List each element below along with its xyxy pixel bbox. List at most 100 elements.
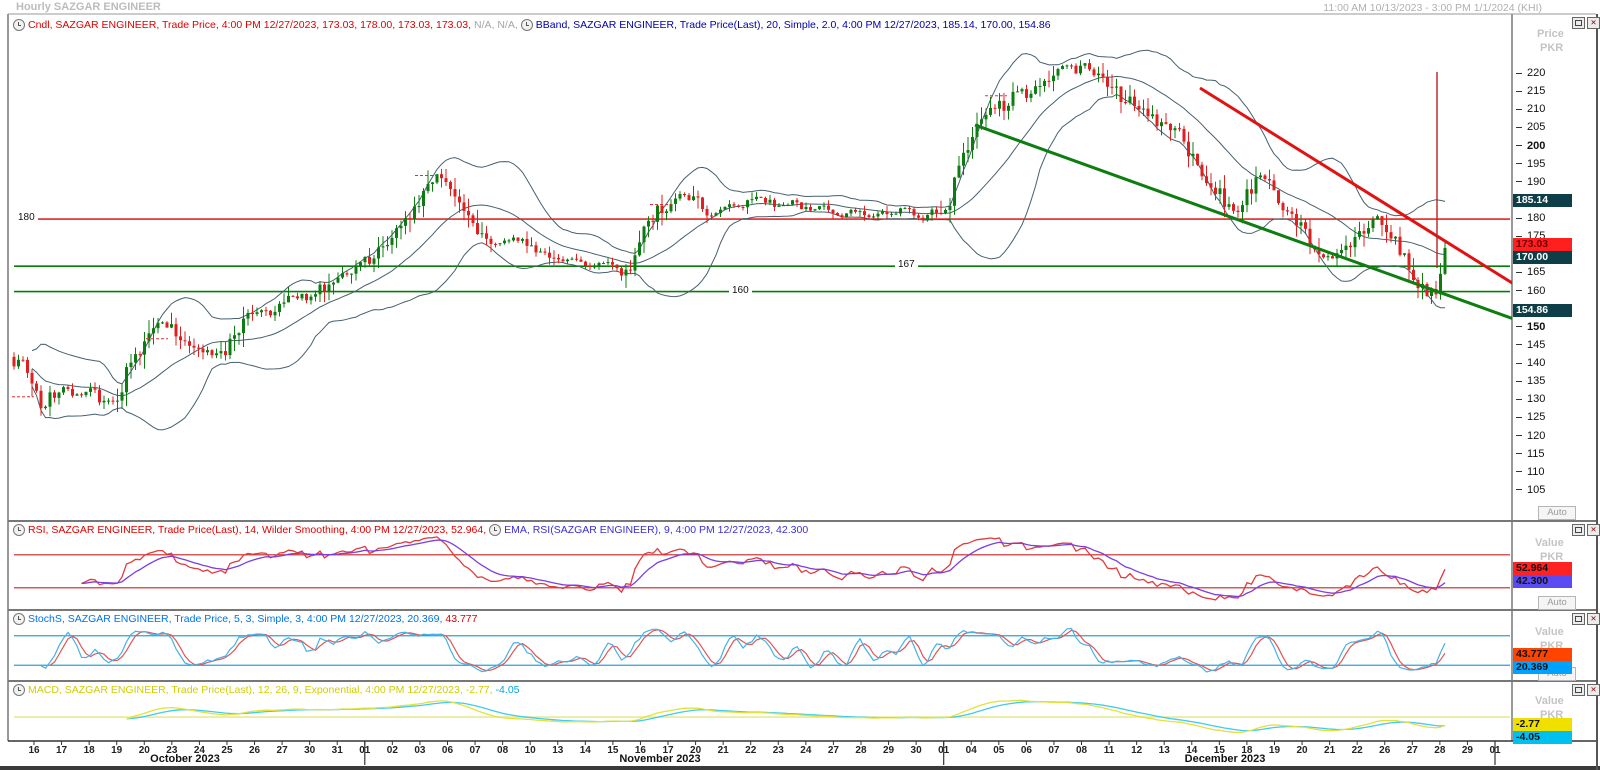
price-tick-160: 160 [1516, 285, 1545, 297]
rsi-panel-controls: ✕ [1572, 524, 1600, 536]
day-tick-label: 03 [414, 745, 426, 756]
month-label: December 2023 [1184, 753, 1266, 765]
day-tick-label: 17 [662, 745, 674, 756]
level-label-180: 180 [15, 212, 38, 224]
restore-icon[interactable] [1572, 524, 1585, 536]
day-tick-label: 18 [1241, 745, 1253, 756]
price-tick-115: 115 [1516, 448, 1545, 460]
price-value-badge: 154.86 [1513, 304, 1572, 317]
day-tick-label: 06 [441, 745, 454, 756]
day-tick-label: 23 [166, 745, 178, 756]
day-tick-label: 19 [1268, 745, 1281, 756]
day-tick-label: 11 [1103, 745, 1115, 756]
day-tick-label: 01 [938, 745, 950, 756]
day-tick-label: 25 [221, 745, 233, 756]
close-icon[interactable]: ✕ [1587, 613, 1600, 625]
level-label-167: 167 [895, 259, 918, 271]
day-tick-label: 20 [1296, 745, 1308, 756]
day-tick-label: 01 [359, 745, 371, 756]
day-tick-label: 04 [965, 745, 977, 756]
day-tick-label: 27 [1406, 745, 1418, 756]
day-tick-label: 12 [1131, 745, 1143, 756]
rsi-legend-text: RSI, SAZGAR ENGINEER, Trade Price(Last),… [28, 524, 487, 536]
rsi-panel-legend: RSI, SAZGAR ENGINEER, Trade Price(Last),… [13, 524, 808, 536]
price-tick-190: 190 [1516, 176, 1545, 188]
day-tick-label: 15 [607, 745, 619, 756]
clock-icon [13, 613, 25, 625]
close-icon[interactable]: ✕ [1587, 17, 1600, 29]
day-tick-label: 13 [1158, 745, 1170, 756]
close-icon[interactable]: ✕ [1587, 524, 1600, 536]
day-tick-label: 21 [717, 745, 729, 756]
day-tick-label: 30 [910, 745, 922, 756]
price-tick-110: 110 [1516, 466, 1545, 478]
day-tick-label: 18 [83, 745, 95, 756]
day-tick-label: 01 [1489, 745, 1501, 756]
price-value-badge: 185.14 [1513, 194, 1572, 207]
day-tick-label: 15 [1213, 745, 1225, 756]
day-tick-label: 23 [772, 745, 784, 756]
price-axis-auto-button[interactable]: Auto [1538, 506, 1576, 520]
day-tick-label: 28 [1434, 745, 1446, 756]
day-tick-label: 27 [827, 745, 839, 756]
visible-date-range: 11:00 AM 10/13/2023 - 3:00 PM 1/1/2024 (… [1323, 2, 1542, 14]
day-tick-label: 16 [28, 745, 40, 756]
price-tick-200: 200 [1516, 140, 1545, 152]
price-tick-145: 145 [1516, 339, 1545, 351]
macd-axis-title: Value [1535, 695, 1564, 707]
day-tick-label: 29 [882, 745, 895, 756]
rsi-axis-auto-button[interactable]: Auto [1538, 596, 1576, 610]
day-tick-label: 21 [1324, 745, 1336, 756]
clock-icon [489, 524, 502, 536]
day-tick-label: 20 [690, 745, 702, 756]
day-tick-label: 02 [386, 745, 398, 756]
price-tick-105: 105 [1516, 484, 1545, 496]
rsi-value-badge: 52.964 [1513, 562, 1572, 575]
day-tick-label: 07 [1048, 745, 1060, 756]
restore-icon[interactable] [1572, 684, 1585, 696]
day-tick-label: 30 [304, 745, 316, 756]
price-tick-135: 135 [1516, 375, 1545, 387]
stoch-legend-value: 43.777 [445, 613, 478, 625]
price-panel-controls: ✕ [1572, 17, 1600, 29]
macd-panel-legend: MACD, SAZGAR ENGINEER, Trade Price(Last)… [13, 684, 520, 696]
day-tick-label: 10 [524, 745, 536, 756]
month-label: November 2023 [619, 753, 701, 765]
price-panel-legend: Cndl, SAZGAR ENGINEER, Trade Price, 4:00… [13, 19, 1051, 31]
stoch-axis-title: Value [1535, 626, 1564, 638]
day-tick-label: 28 [855, 745, 867, 756]
window-title: Hourly SAZGAR ENGINEER [16, 1, 161, 13]
price-tick-215: 215 [1516, 85, 1545, 97]
day-tick-label: 24 [193, 745, 205, 756]
stoch-value-badge: 20.369 [1513, 661, 1572, 674]
level-label-160: 160 [729, 284, 752, 296]
price-tick-195: 195 [1516, 158, 1545, 170]
close-icon[interactable]: ✕ [1587, 684, 1600, 696]
day-tick-label: 16 [634, 745, 646, 756]
price-tick-180: 180 [1516, 212, 1545, 224]
clock-icon [520, 19, 533, 31]
macd-value-badge: -2.77 [1513, 718, 1572, 731]
rsi-axis-title: Value [1535, 537, 1564, 549]
candle-legend-text: Cndl, SAZGAR ENGINEER, Trade Price, 4:00… [28, 19, 472, 31]
macd-panel-controls: ✕ [1572, 684, 1600, 696]
candle-legend-na: N/A, N/A, [474, 19, 518, 31]
day-tick-label: 05 [993, 745, 1005, 756]
day-tick-label: 08 [497, 745, 509, 756]
day-tick-label: 29 [1461, 745, 1473, 756]
restore-icon[interactable] [1572, 17, 1585, 29]
day-tick-label: 07 [469, 745, 481, 756]
stoch-value-badge: 43.777 [1513, 648, 1572, 661]
stoch-legend-text: StochS, SAZGAR ENGINEER, Trade Price, 5,… [28, 613, 443, 625]
price-tick-205: 205 [1516, 121, 1545, 133]
day-tick-label: 22 [1351, 745, 1363, 756]
macd-legend-value: -4.05 [495, 684, 520, 696]
day-tick-label: 27 [276, 745, 288, 756]
restore-icon[interactable] [1572, 613, 1585, 625]
day-tick-label: 14 [579, 745, 591, 756]
price-value-badge: 173.03 [1513, 238, 1572, 251]
day-tick-label: 22 [745, 745, 757, 756]
price-tick-220: 220 [1516, 67, 1545, 79]
price-tick-120: 120 [1516, 430, 1545, 442]
